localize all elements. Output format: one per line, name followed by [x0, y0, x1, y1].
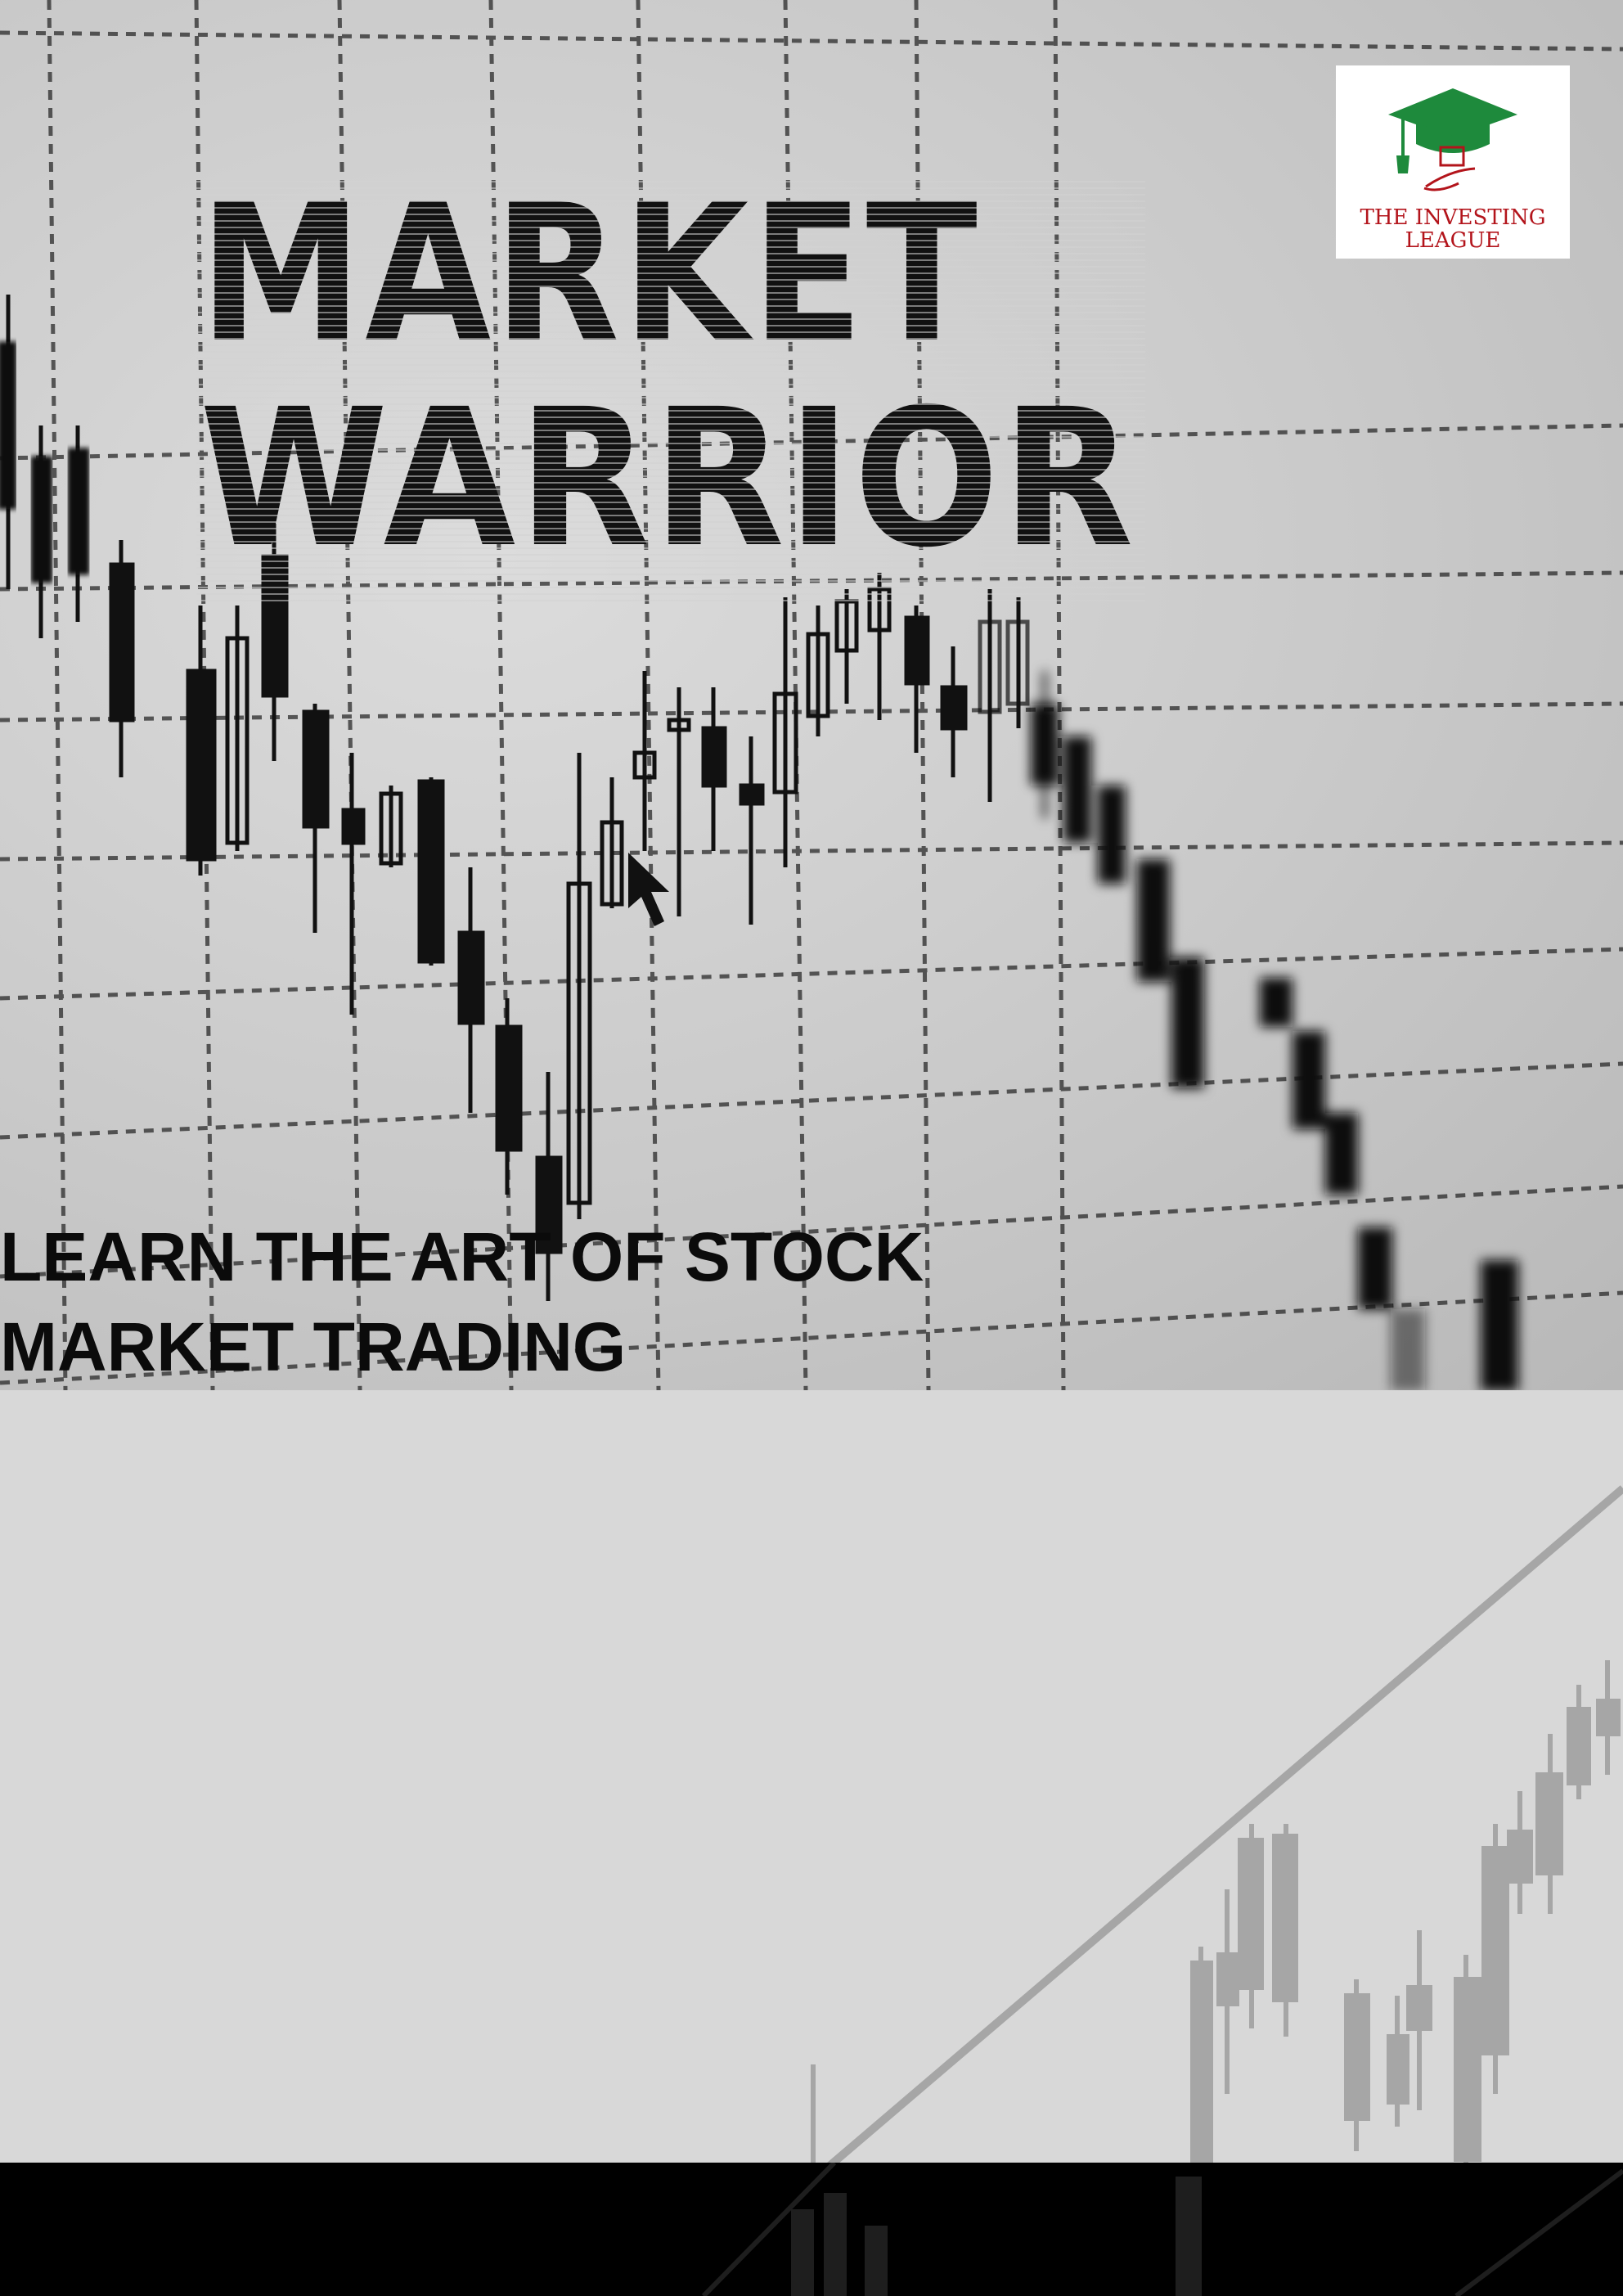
title-line-2: WARRIOR — [200, 368, 1137, 589]
title-line-1: MARKET — [200, 164, 981, 385]
hero-section: MARKET WARRIOR LEARN THE ART OF STOCK MA… — [0, 0, 1623, 1390]
chart-candles — [0, 295, 1030, 1301]
lower-uptrend-chart — [811, 1485, 1623, 2163]
logo-text-line-1: THE INVESTING — [1360, 205, 1546, 230]
cursor-arrow-icon — [628, 853, 669, 926]
uptrend-candles — [811, 1660, 1621, 2163]
tagline-line-1: LEARN THE ART OF STOCK — [0, 1218, 924, 1295]
footer-chart — [701, 2163, 1623, 2296]
graduation-cap-icon — [1388, 88, 1517, 191]
footer-bar — [0, 2163, 1623, 2296]
tagline-line-2: MARKET TRADING — [0, 1308, 627, 1385]
logo: THE INVESTING LEAGUE — [1336, 65, 1570, 259]
trend-line — [827, 1485, 1623, 2163]
chart-candles-blurred — [1031, 671, 1518, 1390]
hero-candlestick-chart — [0, 0, 1623, 1390]
logo-text-line-2: LEAGUE — [1405, 228, 1501, 253]
